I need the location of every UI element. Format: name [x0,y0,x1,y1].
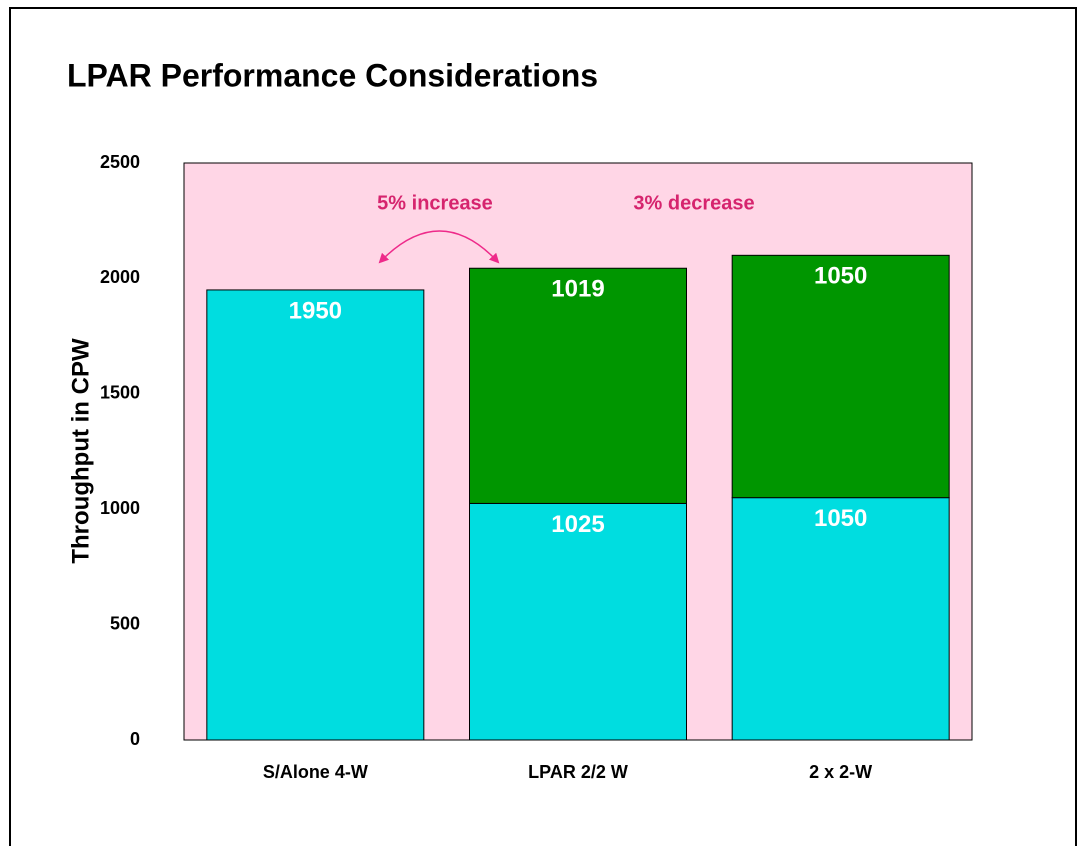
annotation: 5% increase [377,192,493,214]
y-tick-label: 0 [130,729,140,749]
bar-segment [469,502,687,741]
bar-segment [731,497,950,741]
x-tick-label: 2 x 2-W [809,762,872,782]
value-label: 1019 [551,276,604,303]
y-tick-label: 500 [110,613,140,633]
page-frame [9,7,1077,846]
x-tick-label: S/Alone 4-W [263,762,368,782]
value-label: 1050 [814,505,867,532]
chart-title: LPAR Performance Considerations [67,57,598,93]
x-tick-label: LPAR 2/2 W [528,762,628,782]
y-tick-label: 2500 [100,152,140,172]
y-tick-label: 1000 [100,498,140,518]
y-axis-label: Throughput in CPW [67,338,94,564]
value-label: 1025 [551,511,604,538]
bar-segment [731,254,950,499]
annotation-arrow [378,230,500,264]
value-label: 1950 [289,297,342,324]
y-tick-label: 2000 [100,267,140,287]
bar-segment [206,289,425,741]
y-tick-label: 1500 [100,383,140,403]
annotation: 3% decrease [633,192,754,214]
bar-segment [469,267,687,504]
value-label: 1050 [814,263,867,290]
